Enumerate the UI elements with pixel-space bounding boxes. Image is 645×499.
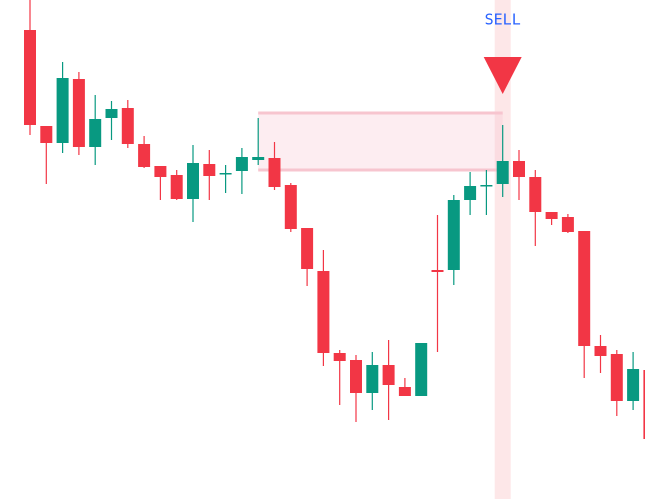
candle-body (366, 365, 379, 393)
candle-body (40, 126, 53, 143)
candle-body (219, 173, 232, 175)
candle-body (643, 370, 645, 439)
candle-body (350, 360, 362, 393)
candle-body (464, 186, 477, 200)
candle-body (268, 158, 281, 187)
annotation: SELL (485, 11, 521, 29)
candle-body (187, 163, 199, 199)
candle-body (415, 343, 428, 396)
candle-body (56, 78, 69, 143)
candle-body (252, 157, 265, 160)
candle-body (203, 164, 216, 176)
sell-arrow (483, 57, 522, 94)
candle-body (627, 369, 640, 401)
candle-body (154, 166, 167, 177)
candle-body (382, 365, 395, 385)
candle-body (301, 228, 314, 269)
candle-body (545, 212, 558, 219)
candle-body (105, 109, 118, 118)
candle-body (529, 177, 542, 212)
candle-body (594, 346, 607, 356)
signal-highlight (494, 0, 511, 499)
candle-body (447, 200, 460, 270)
zone (258, 113, 503, 170)
candle-body (333, 353, 346, 361)
candle-body (138, 144, 151, 167)
candle-body (235, 157, 248, 171)
candle-body (513, 161, 525, 177)
candle-body (398, 387, 411, 396)
candle-body (72, 79, 85, 147)
candle-body (284, 185, 297, 229)
candle-body (561, 217, 574, 232)
candle-body (610, 354, 623, 401)
candle-body (24, 30, 36, 125)
candle-body (89, 119, 102, 147)
candle-body (121, 108, 134, 144)
candle-body (431, 270, 444, 272)
candle-body (496, 161, 509, 184)
candle-body (317, 271, 330, 353)
candle-body (170, 175, 183, 199)
candle-body (480, 185, 493, 187)
candle-body (578, 231, 591, 346)
